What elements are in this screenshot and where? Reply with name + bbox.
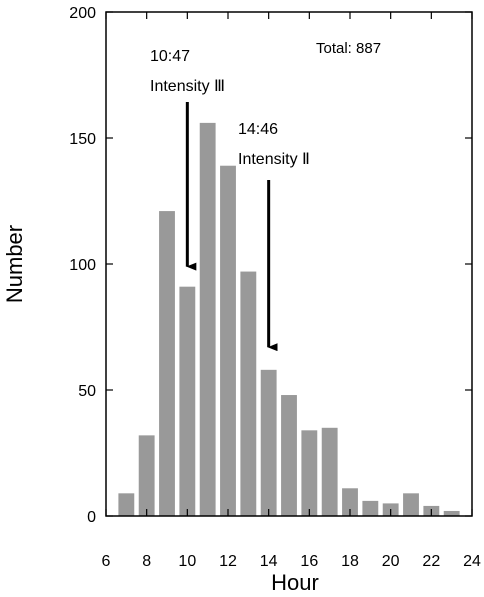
bar-hour-11: [199, 122, 216, 516]
x-tick-label: 12: [219, 553, 237, 570]
y-tick-label: 50: [78, 383, 96, 400]
annotation-intensity: Intensity Ⅱ: [238, 151, 310, 168]
y-tick-label: 100: [69, 257, 96, 274]
bar-hour-15: [281, 395, 297, 516]
x-tick-label: 6: [102, 553, 111, 570]
x-axis-ticks: 6 8 10 12 14 16 18 20 22 24: [102, 12, 481, 570]
bars-layer: [118, 122, 460, 516]
bar-hour-8: [138, 435, 155, 516]
total-label: Total: 887: [316, 40, 381, 57]
bar-hour-10: [179, 286, 196, 516]
y-axis-ticks: 0 50 100 150 200: [69, 5, 472, 526]
bar-hour-16: [301, 430, 318, 516]
bar-hour-23: [443, 510, 460, 516]
y-tick-label: 200: [69, 5, 96, 22]
x-tick-label: 14: [260, 553, 278, 570]
x-tick-label: 20: [382, 553, 400, 570]
bar-hour-19: [362, 500, 379, 516]
x-tick-label: 10: [178, 553, 196, 570]
annotation-time: 14:46: [238, 121, 278, 138]
bar-hour-12: [220, 165, 236, 516]
annotations-layer: 10:47 Intensity Ⅲ 14:46 Intensity Ⅱ: [150, 48, 310, 352]
annotation-intensity: Intensity Ⅲ: [150, 78, 225, 95]
bar-hour-21: [403, 493, 419, 516]
x-axis-label: Hour: [271, 570, 319, 595]
bar-hour-13: [240, 271, 257, 516]
annotation-time: 10:47: [150, 48, 190, 65]
y-axis-label: Number: [2, 225, 27, 303]
x-tick-label: 16: [300, 553, 318, 570]
y-tick-label: 0: [87, 509, 96, 526]
x-tick-label: 24: [463, 553, 481, 570]
bar-hour-18: [342, 488, 358, 516]
y-tick-label: 150: [69, 131, 96, 148]
bar-hour-14: [260, 369, 277, 516]
x-tick-label: 18: [341, 553, 359, 570]
bar-hour-9: [159, 211, 175, 516]
bar-hour-7: [118, 493, 135, 516]
bar-hour-17: [321, 427, 338, 516]
x-tick-label: 8: [142, 553, 151, 570]
x-tick-label: 22: [422, 553, 440, 570]
